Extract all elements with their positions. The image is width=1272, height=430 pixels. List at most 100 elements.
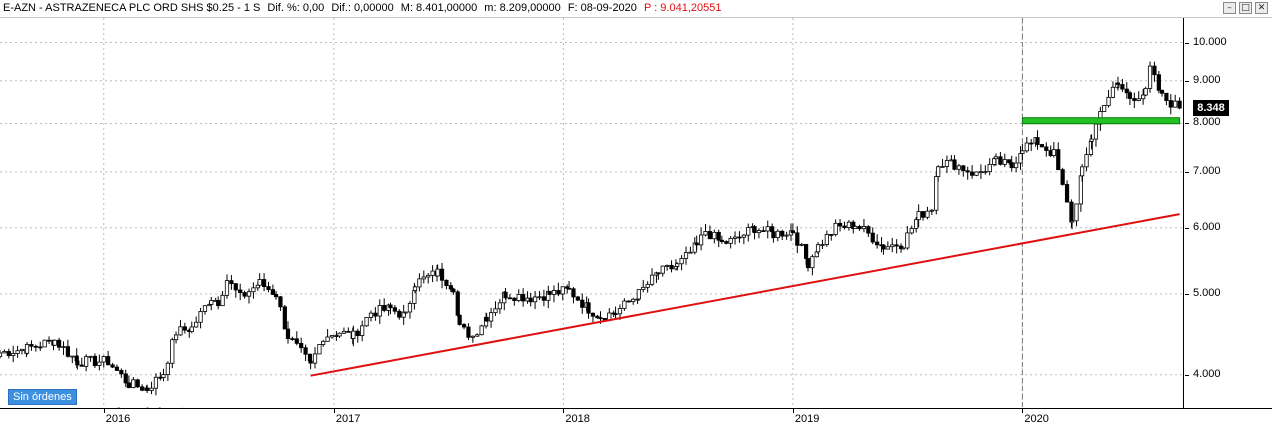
candle-body <box>1168 100 1173 108</box>
candle-body <box>929 209 934 212</box>
candle-body <box>170 339 175 364</box>
candle-body <box>392 307 397 312</box>
candle-body <box>57 339 62 348</box>
candle-body <box>430 270 435 276</box>
candle-body <box>669 264 674 270</box>
candle-body <box>724 241 729 244</box>
candle-body <box>257 279 262 286</box>
price-tick-label: 4.000 <box>1193 367 1221 380</box>
candle-body <box>1044 146 1049 151</box>
candle-body <box>444 279 449 286</box>
candle-body <box>497 302 502 310</box>
candle-body <box>528 297 533 303</box>
candle-body <box>551 290 557 295</box>
candle-body <box>1089 138 1094 142</box>
candle-body <box>106 356 111 366</box>
header-title: E-AZN - ASTRAZENECA PLC ORD SHS $0.25 - … <box>3 2 261 14</box>
candle-body <box>993 156 999 160</box>
price-axis[interactable]: 10.000 9.000 8.000 7.000 6.000 5.000 4.000 8.34… <box>1185 18 1272 408</box>
candle-body <box>503 291 508 299</box>
candle-body <box>1056 149 1061 171</box>
candle-body <box>978 171 984 174</box>
candle-body <box>649 274 655 285</box>
candle-body <box>488 312 494 322</box>
chart-plot-area[interactable]: Sin órdenes www.visualchart.com 2020 <box>0 18 1184 424</box>
candle-body <box>890 244 895 248</box>
candle-body <box>1080 166 1085 177</box>
candle-body <box>52 339 57 346</box>
candle-body <box>2 351 7 354</box>
candle-body <box>998 156 1003 165</box>
candle-body <box>842 225 847 228</box>
price-tick-label: 5.000 <box>1193 286 1221 299</box>
header-date: F: 08-09-2020 <box>567 2 637 14</box>
candle-body <box>746 227 751 236</box>
candle-body <box>278 296 283 308</box>
minimize-button[interactable]: – <box>1223 2 1236 14</box>
maximize-button[interactable]: □ <box>1239 2 1252 14</box>
candle-body <box>484 316 489 322</box>
close-button[interactable]: ✕ <box>1255 2 1268 14</box>
header-min: m: 8.209,00000 <box>484 2 561 14</box>
candle-body <box>15 350 20 354</box>
candle-body <box>707 231 712 240</box>
candle-body <box>1159 89 1165 94</box>
time-axis[interactable]: 2016 2017 2018 2019 2020 <box>0 408 1272 430</box>
candle-body <box>1060 169 1065 185</box>
candle-body <box>1088 141 1094 155</box>
candle-body <box>341 330 347 334</box>
candle-body <box>1106 96 1111 106</box>
candle-body <box>1124 88 1129 94</box>
candle-body <box>916 211 921 221</box>
candle-body <box>512 297 517 301</box>
candle-body <box>613 313 618 316</box>
candle-body <box>74 355 79 362</box>
candle-body <box>75 360 80 366</box>
candle-body <box>421 276 426 280</box>
candle-body <box>97 361 102 366</box>
candle-body <box>145 387 150 391</box>
candle-body <box>312 353 318 364</box>
candle-body <box>246 291 252 297</box>
candle-body <box>853 226 858 229</box>
candle-body <box>992 158 997 165</box>
candle-body <box>273 293 279 298</box>
candle-body <box>1064 184 1070 203</box>
candle-body <box>29 344 34 347</box>
candle-body <box>905 232 910 249</box>
candle-body <box>598 317 603 320</box>
candle-body <box>815 244 821 253</box>
candle-body <box>712 231 717 240</box>
candle-body <box>799 243 804 246</box>
candle-body <box>1173 100 1178 108</box>
candle-body <box>475 334 480 337</box>
candle-body <box>373 312 378 317</box>
candle-body <box>961 165 966 172</box>
candle-body <box>737 236 742 239</box>
candle-body <box>114 366 120 371</box>
candle-body <box>881 244 886 250</box>
orders-badge[interactable]: Sin órdenes <box>8 389 77 405</box>
support-trendline <box>310 213 1180 377</box>
price-tick-mark <box>1185 374 1189 376</box>
candle-body <box>368 312 374 318</box>
candle-body <box>934 176 939 211</box>
candle-body <box>388 304 393 309</box>
candle-body <box>403 311 408 314</box>
candle-body <box>679 258 684 265</box>
candle-body <box>675 263 680 267</box>
candle-body <box>790 230 795 234</box>
candle-body <box>6 351 11 357</box>
candle-body <box>24 344 30 354</box>
candle-body <box>537 296 542 299</box>
candle-body <box>870 232 875 243</box>
candle-body <box>914 219 919 229</box>
candle-body <box>547 290 552 295</box>
candle-body <box>804 243 809 259</box>
candle-body <box>617 308 623 315</box>
candle-body <box>1152 65 1157 76</box>
candle-body <box>920 211 926 218</box>
candle-body <box>516 294 521 301</box>
candle-body <box>698 234 704 246</box>
candle-body <box>1127 92 1133 99</box>
